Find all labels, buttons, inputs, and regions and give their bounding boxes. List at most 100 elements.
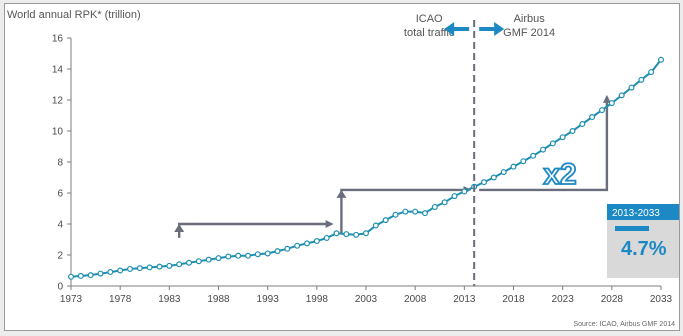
data-point [363, 230, 370, 237]
data-point [569, 127, 576, 134]
rpk-chart: World annual RPK* (trillion) 0 2 4 6 8 10 12 14 1… [7, 9, 679, 328]
data-point [254, 251, 261, 258]
y-tick-label: 14 [52, 65, 64, 76]
step-arrow-up-head [336, 189, 347, 198]
data-point [186, 259, 193, 266]
data-point [294, 242, 301, 249]
x-tick-label: 1973 [60, 294, 83, 305]
data-point [628, 84, 635, 91]
y-axis-title: World annual RPK* (trillion) [7, 9, 141, 21]
data-point [176, 261, 183, 268]
data-point [608, 100, 615, 107]
data-point [156, 263, 163, 270]
y-tick-label: 8 [57, 158, 63, 169]
y-tick-label: 12 [52, 96, 64, 107]
right-annotation-line2: GMF 2014 [503, 27, 555, 39]
data-point [136, 265, 143, 272]
data-point [657, 56, 664, 63]
data-point [589, 114, 596, 121]
data-point [412, 208, 419, 215]
chart-frame: World annual RPK* (trillion) 0 2 4 6 8 10 12 14 1… [4, 3, 680, 331]
data-point [451, 193, 458, 200]
data-point [87, 272, 94, 279]
step-arrow-up-head [174, 224, 185, 232]
source-note: Source: ICAO, Airbus GMF 2014 [573, 321, 675, 328]
left-arrow-icon [444, 22, 470, 36]
data-point [146, 264, 153, 271]
data-point [392, 211, 399, 218]
growth-accent-bar [615, 226, 649, 231]
data-point [441, 199, 448, 206]
data-point [500, 169, 507, 176]
data-point [579, 121, 586, 128]
data-point [107, 269, 114, 276]
x-tick-label: 1988 [207, 294, 230, 305]
data-point [195, 258, 202, 265]
data-point [343, 231, 350, 238]
y-tick-label: 0 [57, 282, 63, 293]
y-tick-label: 16 [52, 34, 64, 45]
x-tick-label: 1993 [257, 294, 280, 305]
y-tick-label: 4 [57, 220, 63, 231]
right-annotation-line1: Airbus [514, 13, 546, 25]
data-point [225, 253, 232, 260]
growth-period-label: 2013-2033 [612, 208, 660, 219]
data-point [274, 248, 281, 255]
growth-box-header [607, 204, 679, 220]
data-point [215, 255, 222, 262]
data-point [559, 134, 566, 141]
x-tick-label: 2028 [601, 294, 624, 305]
x-tick-label: 2003 [355, 294, 378, 305]
data-point [618, 92, 625, 99]
x-tick-label: 1998 [306, 294, 329, 305]
data-point [539, 146, 546, 153]
data-point [638, 76, 645, 83]
y-tick-label: 10 [52, 127, 64, 138]
step-arrow-2 [340, 185, 472, 234]
x-tick-label: 2018 [502, 294, 525, 305]
y-tick-label: 2 [57, 251, 63, 262]
data-point [461, 188, 468, 195]
data-point [126, 265, 133, 272]
x-tick-label: 1983 [158, 294, 181, 305]
data-point [648, 69, 655, 76]
step-arrow-3 [479, 94, 611, 192]
x-tick-label: 2033 [650, 294, 673, 305]
data-point [422, 210, 429, 217]
data-point [313, 238, 320, 245]
data-point [333, 230, 340, 237]
right-arrow-icon [479, 22, 505, 36]
data-point [235, 252, 242, 259]
data-point [353, 231, 360, 238]
data-point [598, 107, 605, 114]
left-annotation-line1: ICAO [416, 13, 443, 25]
data-point [97, 270, 104, 277]
left-annotation-line2: total traffic [404, 27, 455, 39]
data-point [549, 140, 556, 147]
data-point [323, 234, 330, 241]
step-arrow-1 [178, 220, 334, 238]
data-point [264, 250, 271, 257]
data-point [530, 152, 537, 159]
growth-rate-label: 4.7% [621, 238, 667, 260]
data-point [77, 272, 84, 279]
data-point [490, 174, 497, 181]
x-tick-label: 1978 [109, 294, 132, 305]
data-point [402, 208, 409, 215]
x-tick-label: 2008 [404, 294, 427, 305]
data-point [205, 256, 212, 263]
data-point [431, 203, 438, 210]
data-point [510, 163, 517, 170]
data-point [117, 267, 124, 274]
data-point [67, 273, 74, 280]
y-tick-label: 6 [57, 189, 63, 200]
data-point [382, 217, 389, 224]
data-point [481, 179, 488, 186]
data-point [166, 262, 173, 269]
data-point [284, 245, 291, 252]
data-point [520, 158, 527, 165]
doubling-label: x2 [543, 158, 576, 191]
x-tick-label: 2013 [453, 294, 476, 305]
data-point [372, 222, 379, 229]
data-point [304, 240, 311, 247]
